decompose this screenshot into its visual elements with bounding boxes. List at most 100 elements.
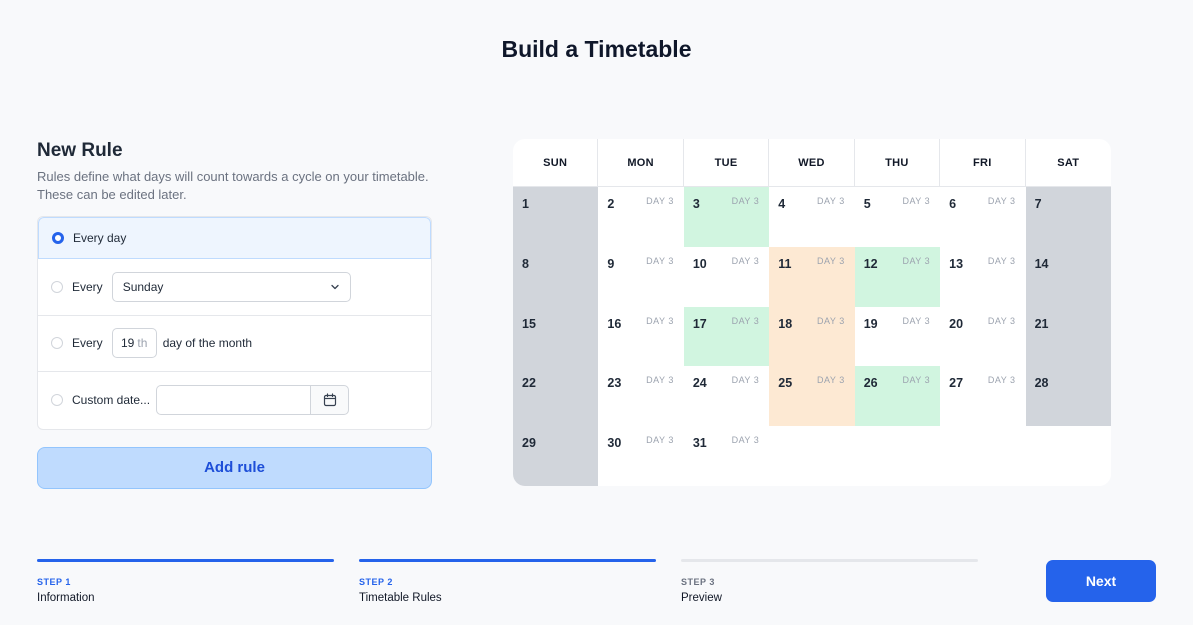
day-number: 16 xyxy=(607,316,622,331)
calendar-day-10[interactable]: 10 DAY 3 xyxy=(684,247,769,307)
add-rule-button[interactable]: Add rule xyxy=(37,446,432,489)
calendar-day-31[interactable]: 31 DAY 3 xyxy=(684,426,769,486)
weekday-select-value: Sunday xyxy=(122,279,164,294)
calendar-day-24[interactable]: 24 DAY 3 xyxy=(684,366,769,426)
calendar-day-12[interactable]: 12 DAY 3 xyxy=(854,246,941,307)
calendar-day-7[interactable]: 7 xyxy=(1025,187,1111,247)
step-2[interactable]: STEP 2 Timetable Rules xyxy=(359,559,656,604)
step-1[interactable]: STEP 1 Information xyxy=(37,559,334,604)
calendar-day-29[interactable]: 29 xyxy=(513,426,599,486)
calendar-day-17[interactable]: 17 DAY 3 xyxy=(683,306,770,367)
weekday-select[interactable]: Sunday xyxy=(111,271,351,302)
calendar-day-15[interactable]: 15 xyxy=(513,306,599,367)
rule-option-every-day[interactable]: Every day xyxy=(38,217,431,259)
day-number: 2 xyxy=(607,197,615,211)
calendar-day-2[interactable]: 2 DAY 3 xyxy=(598,187,683,247)
cycle-day-tag: DAY 3 xyxy=(646,255,674,266)
weekday-wed: WED xyxy=(769,139,855,186)
rule-option-label: Every xyxy=(72,279,103,294)
cycle-day-tag: DAY 3 xyxy=(731,196,760,206)
day-number: 22 xyxy=(522,376,536,391)
calendar-day-22[interactable]: 22 xyxy=(513,366,599,427)
cycle-day-tag: DAY 3 xyxy=(902,375,931,386)
calendar-day-20[interactable]: 20 DAY 3 xyxy=(940,307,1025,367)
calendar-weekday-header: SUN MON TUE WED THU FRI SAT xyxy=(513,139,1111,187)
calendar-day-27[interactable]: 27 DAY 3 xyxy=(940,366,1025,426)
rule-option-day-of-month[interactable]: Every 19 th day of the month xyxy=(38,316,431,372)
calendar-icon xyxy=(323,393,336,407)
calendar-day-25[interactable]: 25 DAY 3 xyxy=(769,366,855,427)
calendar-day-5[interactable]: 5 DAY 3 xyxy=(855,187,940,247)
calendar-day-28[interactable]: 28 xyxy=(1025,366,1111,427)
step-2-progress-bar xyxy=(359,559,656,562)
day-of-month-input[interactable]: 19 th xyxy=(111,328,157,359)
day-number: 17 xyxy=(692,316,707,331)
new-rule-panel: New Rule Rules define what days will cou… xyxy=(37,140,432,489)
calendar-day-14[interactable]: 14 xyxy=(1025,246,1111,307)
day-number: 28 xyxy=(1034,376,1049,391)
calendar-day-1[interactable]: 1 xyxy=(513,187,599,247)
day-number: 6 xyxy=(949,197,957,211)
day-number: 18 xyxy=(778,316,793,331)
calendar-day-16[interactable]: 16 DAY 3 xyxy=(598,307,683,367)
weekday-sun: SUN xyxy=(513,139,599,186)
day-number: 1 xyxy=(522,197,529,211)
calendar-day-13[interactable]: 13 DAY 3 xyxy=(940,247,1025,307)
calendar-empty-cell xyxy=(769,426,855,486)
weekday-thu: THU xyxy=(855,139,941,186)
calendar-day-11[interactable]: 11 DAY 3 xyxy=(769,246,855,307)
day-number: 21 xyxy=(1034,316,1049,331)
cycle-day-tag: DAY 3 xyxy=(817,315,845,326)
radio-custom-date[interactable] xyxy=(51,394,63,407)
cycle-day-tag: DAY 3 xyxy=(987,255,1016,266)
day-number: 14 xyxy=(1034,256,1049,271)
day-number: 26 xyxy=(863,376,878,391)
radio-every-weekday[interactable] xyxy=(51,280,63,293)
next-button[interactable]: Next xyxy=(1046,560,1156,602)
calendar-day-26[interactable]: 26 DAY 3 xyxy=(854,366,941,427)
rule-option-label: Every xyxy=(72,336,103,351)
calendar-day-19[interactable]: 19 DAY 3 xyxy=(855,307,940,367)
rule-description: Rules define what days will count toward… xyxy=(37,169,429,202)
weekday-sat: SAT xyxy=(1057,156,1080,169)
custom-date-input[interactable] xyxy=(156,385,311,416)
calendar-day-21[interactable]: 21 xyxy=(1025,306,1111,367)
radio-day-of-month[interactable] xyxy=(51,337,63,350)
day-number: 25 xyxy=(778,376,793,391)
cycle-day-tag: DAY 3 xyxy=(646,315,674,326)
page-title: Build a Timetable xyxy=(501,36,692,62)
cycle-day-tag: DAY 3 xyxy=(731,315,760,326)
calendar-day-23[interactable]: 23 DAY 3 xyxy=(598,366,683,426)
day-number: 20 xyxy=(949,316,964,331)
day-number: 13 xyxy=(949,256,964,271)
calendar-day-9[interactable]: 9 DAY 3 xyxy=(598,247,683,307)
cycle-day-tag: DAY 3 xyxy=(646,435,674,446)
rule-option-label: Every day xyxy=(73,231,127,245)
cycle-day-tag: DAY 3 xyxy=(987,196,1016,206)
cycle-day-tag: DAY 3 xyxy=(902,315,931,326)
timetable-calendar: SUN MON TUE WED THU FRI SAT 1 2 DAY 3 3 DAY … xyxy=(513,139,1111,486)
day-number: 11 xyxy=(778,256,792,271)
day-suffix: th xyxy=(137,336,148,351)
custom-date-group xyxy=(156,385,350,416)
calendar-day-30[interactable]: 30 DAY 3 xyxy=(598,426,683,486)
calendar-day-3[interactable]: 3 DAY 3 xyxy=(683,187,770,247)
cycle-day-tag: DAY 3 xyxy=(987,315,1016,326)
calendar-empty-cell xyxy=(940,426,1026,486)
calendar-day-6[interactable]: 6 DAY 3 xyxy=(940,187,1025,247)
radio-every-day[interactable] xyxy=(52,232,64,244)
calendar-picker-button[interactable] xyxy=(310,385,350,416)
step-1-progress-bar xyxy=(37,559,334,562)
step-3[interactable]: STEP 3 Preview xyxy=(681,559,978,604)
rule-option-every-weekday[interactable]: Every Sunday xyxy=(38,259,431,316)
step-2-label: STEP 2 xyxy=(359,577,393,587)
step-1-label: STEP 1 xyxy=(37,577,71,587)
step-2-name: Timetable Rules xyxy=(359,592,442,604)
day-of-month-value: 19 xyxy=(121,336,135,351)
calendar-day-8[interactable]: 8 xyxy=(513,246,599,307)
rule-option-custom-date[interactable]: Custom date... xyxy=(38,372,431,429)
calendar-day-18[interactable]: 18 DAY 3 xyxy=(769,306,855,367)
day-number: 23 xyxy=(607,376,622,391)
calendar-day-4[interactable]: 4 DAY 3 xyxy=(769,187,854,247)
